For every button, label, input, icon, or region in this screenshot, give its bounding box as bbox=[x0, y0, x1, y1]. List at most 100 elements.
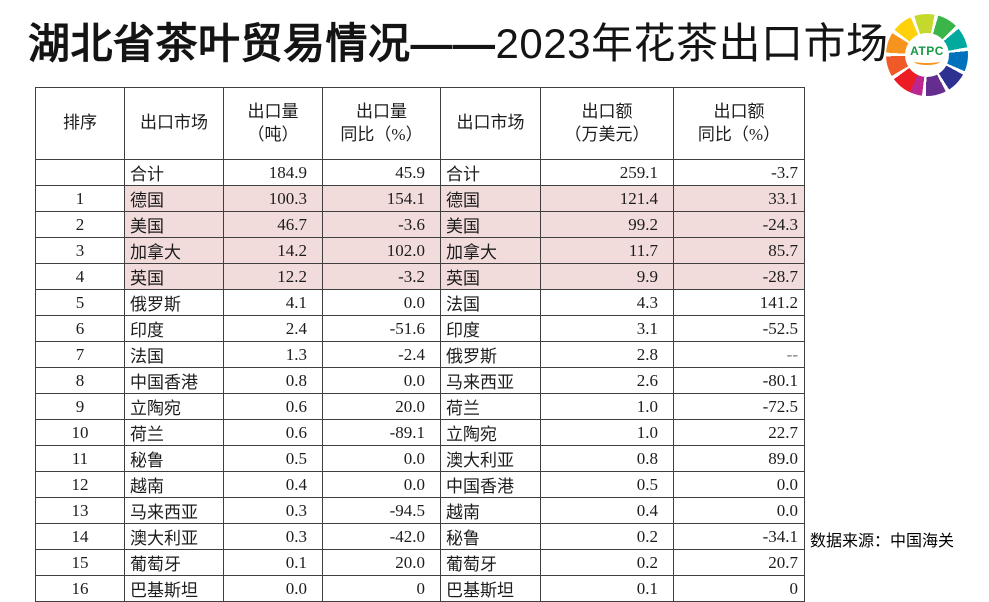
cell-market-l: 加拿大 bbox=[124, 237, 224, 264]
cell-value-yoy: -72.5 bbox=[673, 393, 805, 420]
cell-market-l: 越南 bbox=[124, 471, 224, 498]
table-row: 13 马来西亚 0.3 -94.5 越南 0.4 0.0 bbox=[35, 497, 805, 524]
cell-value: 0.2 bbox=[540, 523, 674, 550]
table-row: 8 中国香港 0.8 0.0 马来西亚 2.6 -80.1 bbox=[35, 367, 805, 394]
table-row: 4 英国 12.2 -3.2 英国 9.9 -28.7 bbox=[35, 263, 805, 290]
cell-value: 1.0 bbox=[540, 419, 674, 446]
cell-volume-yoy: -51.6 bbox=[322, 315, 441, 342]
cell-volume-yoy: -94.5 bbox=[322, 497, 441, 524]
cell-value-yoy: 89.0 bbox=[673, 445, 805, 472]
cell-volume-yoy: -3.2 bbox=[322, 263, 441, 290]
table-row: 6 印度 2.4 -51.6 印度 3.1 -52.5 bbox=[35, 315, 805, 342]
table-row: 14 澳大利亚 0.3 -42.0 秘鲁 0.2 -34.1 bbox=[35, 523, 805, 550]
cell-rank: 15 bbox=[35, 549, 125, 576]
cell-volume: 184.9 bbox=[223, 159, 323, 186]
cell-volume-yoy: 0.0 bbox=[322, 367, 441, 394]
table-row: 7 法国 1.3 -2.4 俄罗斯 2.8 -- bbox=[35, 341, 805, 368]
cell-value: 0.5 bbox=[540, 471, 674, 498]
cell-volume: 0.0 bbox=[223, 575, 323, 602]
cell-market-l: 德国 bbox=[124, 185, 224, 212]
cell-market-r: 加拿大 bbox=[440, 237, 541, 264]
cell-rank: 13 bbox=[35, 497, 125, 524]
cell-market-l: 俄罗斯 bbox=[124, 289, 224, 316]
cell-value-yoy: -34.1 bbox=[673, 523, 805, 550]
cell-value-yoy: 85.7 bbox=[673, 237, 805, 264]
cell-volume: 2.4 bbox=[223, 315, 323, 342]
cell-market-r: 巴基斯坦 bbox=[440, 575, 541, 602]
cell-volume-yoy: -42.0 bbox=[322, 523, 441, 550]
cell-volume-yoy: -89.1 bbox=[322, 419, 441, 446]
atpc-logo: ATPC bbox=[886, 14, 968, 96]
cell-volume-yoy: 20.0 bbox=[322, 549, 441, 576]
cell-value: 99.2 bbox=[540, 211, 674, 238]
cell-market-l: 印度 bbox=[124, 315, 224, 342]
cell-market-l: 荷兰 bbox=[124, 419, 224, 446]
cell-value: 11.7 bbox=[540, 237, 674, 264]
header-rank: 排序 bbox=[35, 87, 125, 160]
cell-value-yoy: 141.2 bbox=[673, 289, 805, 316]
cell-market-r: 越南 bbox=[440, 497, 541, 524]
cell-volume: 0.3 bbox=[223, 523, 323, 550]
export-market-table: 排序 出口市场 出口量 （吨） 出口量 同比（%） 出口市场 出口额 （万美元）… bbox=[35, 87, 805, 602]
cell-market-r: 印度 bbox=[440, 315, 541, 342]
cell-volume-yoy: 154.1 bbox=[322, 185, 441, 212]
cell-rank: 8 bbox=[35, 367, 125, 394]
cell-rank: 1 bbox=[35, 185, 125, 212]
cell-market-l: 立陶宛 bbox=[124, 393, 224, 420]
cell-volume-yoy: 0.0 bbox=[322, 289, 441, 316]
header-value-yoy: 出口额 同比（%） bbox=[673, 87, 805, 160]
cell-market-l: 合计 bbox=[124, 159, 224, 186]
cell-value-yoy: 0 bbox=[673, 575, 805, 602]
cell-volume: 14.2 bbox=[223, 237, 323, 264]
cell-value-yoy: 0.0 bbox=[673, 497, 805, 524]
cell-value-yoy: -3.7 bbox=[673, 159, 805, 186]
header-value: 出口额 （万美元） bbox=[540, 87, 674, 160]
title-bold-segment: 湖北省茶叶贸易情况—— bbox=[28, 20, 496, 67]
cell-market-r: 马来西亚 bbox=[440, 367, 541, 394]
cell-value-yoy: -28.7 bbox=[673, 263, 805, 290]
cell-market-l: 英国 bbox=[124, 263, 224, 290]
cell-value: 0.1 bbox=[540, 575, 674, 602]
cell-rank: 12 bbox=[35, 471, 125, 498]
table-header-row: 排序 出口市场 出口量 （吨） 出口量 同比（%） 出口市场 出口额 （万美元）… bbox=[35, 87, 805, 160]
cell-market-l: 巴基斯坦 bbox=[124, 575, 224, 602]
header-volume-yoy: 出口量 同比（%） bbox=[322, 87, 441, 160]
cell-value-yoy: 22.7 bbox=[673, 419, 805, 446]
cell-market-r: 合计 bbox=[440, 159, 541, 186]
cell-market-r: 立陶宛 bbox=[440, 419, 541, 446]
cell-market-l: 美国 bbox=[124, 211, 224, 238]
cell-market-r: 澳大利亚 bbox=[440, 445, 541, 472]
cell-value-yoy: -- bbox=[673, 341, 805, 368]
table-row: 5 俄罗斯 4.1 0.0 法国 4.3 141.2 bbox=[35, 289, 805, 316]
cell-volume: 1.3 bbox=[223, 341, 323, 368]
cell-market-r: 美国 bbox=[440, 211, 541, 238]
cell-value: 0.4 bbox=[540, 497, 674, 524]
table-body: 合计 184.9 45.9 合计 259.1 -3.7 1 德国 100.3 154.1 德国 121… bbox=[35, 159, 805, 602]
title-regular-segment: 2023年花茶出口市场 bbox=[495, 20, 889, 67]
cell-market-r: 德国 bbox=[440, 185, 541, 212]
cell-value-yoy: -80.1 bbox=[673, 367, 805, 394]
cell-volume: 0.4 bbox=[223, 471, 323, 498]
cell-volume-yoy: -3.6 bbox=[322, 211, 441, 238]
cell-market-l: 葡萄牙 bbox=[124, 549, 224, 576]
cell-rank: 9 bbox=[35, 393, 125, 420]
table-row: 15 葡萄牙 0.1 20.0 葡萄牙 0.2 20.7 bbox=[35, 549, 805, 576]
cell-market-r: 法国 bbox=[440, 289, 541, 316]
cell-value-yoy: -24.3 bbox=[673, 211, 805, 238]
cell-volume-yoy: 45.9 bbox=[322, 159, 441, 186]
cell-rank bbox=[35, 159, 125, 186]
cell-market-l: 澳大利亚 bbox=[124, 523, 224, 550]
cell-volume-yoy: 102.0 bbox=[322, 237, 441, 264]
cell-volume: 0.5 bbox=[223, 445, 323, 472]
cell-value: 4.3 bbox=[540, 289, 674, 316]
cell-value: 259.1 bbox=[540, 159, 674, 186]
cell-volume: 46.7 bbox=[223, 211, 323, 238]
cell-market-l: 中国香港 bbox=[124, 367, 224, 394]
table-row: 合计 184.9 45.9 合计 259.1 -3.7 bbox=[35, 159, 805, 186]
cell-volume: 0.6 bbox=[223, 419, 323, 446]
cell-value: 9.9 bbox=[540, 263, 674, 290]
cell-value-yoy: 0.0 bbox=[673, 471, 805, 498]
cell-value-yoy: 33.1 bbox=[673, 185, 805, 212]
table-row: 9 立陶宛 0.6 20.0 荷兰 1.0 -72.5 bbox=[35, 393, 805, 420]
cell-value: 1.0 bbox=[540, 393, 674, 420]
